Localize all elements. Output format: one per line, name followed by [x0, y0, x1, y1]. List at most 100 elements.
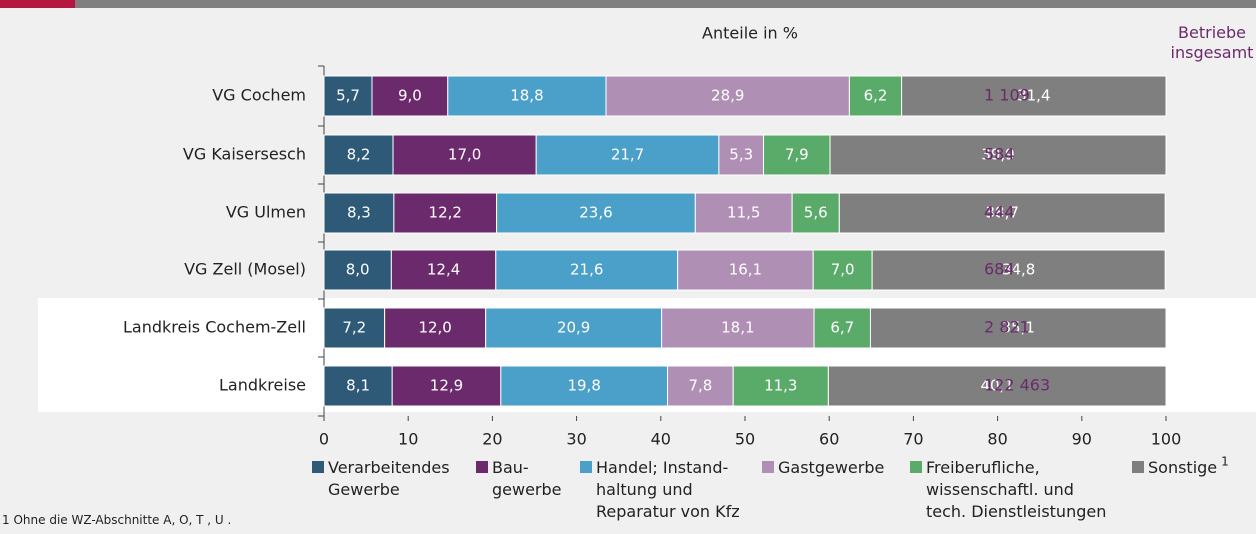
legend-swatch: [476, 461, 488, 473]
segment-label: 8,1: [346, 377, 370, 395]
segment-label: 28,9: [711, 87, 744, 105]
bar-segment: [390, 249, 497, 291]
bar-segment: [869, 307, 1167, 349]
x-tick-label: 70: [903, 430, 923, 449]
bar-segment: [323, 192, 395, 234]
segment-label: 20,9: [557, 319, 590, 337]
bar-segment: [901, 75, 1167, 117]
top-bar: [75, 0, 1256, 8]
bar-segment: [323, 75, 373, 117]
bar-segment: [677, 249, 814, 291]
bar-segment: [791, 192, 840, 234]
legend-label: Bau-gewerbe: [492, 458, 562, 499]
bar-segment: [392, 134, 537, 176]
bar-segment: [447, 75, 607, 117]
segment-label: 21,7: [611, 146, 644, 164]
segment-label: 6,7: [830, 319, 854, 337]
segment-label: 8,2: [347, 146, 371, 164]
x-tick-label: 60: [819, 430, 839, 449]
legend-swatch: [762, 461, 774, 473]
total-label: 122 463: [984, 376, 1050, 395]
segment-label: 5,3: [729, 146, 753, 164]
legend-label: Freiberufliche, wissenschaftl. und tech. D…: [926, 458, 1106, 521]
segment-label: 18,8: [510, 87, 543, 105]
x-tick-label: 40: [651, 430, 671, 449]
segment-label: 11,3: [764, 377, 797, 395]
segment-label: 9,0: [398, 87, 422, 105]
footnote: 1 Ohne die WZ-Abschnitte A, O, T , U .: [2, 513, 231, 527]
bar-segment: [694, 192, 793, 234]
bar-segment: [827, 365, 1167, 407]
total-label: 1 109: [984, 86, 1030, 105]
segment-label: 7,9: [785, 146, 809, 164]
segment-label: 31,4: [1017, 87, 1050, 105]
segment-label: 40,1: [980, 377, 1013, 395]
segment-label: 21,6: [570, 261, 603, 279]
totals-header: Betriebe insgesamt: [1171, 23, 1254, 62]
total-label: 444: [984, 203, 1015, 222]
bar-segment: [371, 75, 449, 117]
x-tick-label: 30: [566, 430, 586, 449]
legend-label: Gastgewerbe: [778, 458, 884, 477]
bar-segment: [661, 307, 815, 349]
bar-segment: [495, 249, 679, 291]
segment-label: 38,7: [986, 204, 1019, 222]
segment-label: 5,6: [804, 204, 828, 222]
x-tick-label: 100: [1151, 430, 1182, 449]
segment-label: 12,0: [418, 319, 451, 337]
legend-label: Verarbeitendes Gewerbe: [328, 458, 450, 499]
legend-footnote-marker: 1: [1221, 455, 1229, 469]
category-label: VG Cochem: [212, 86, 306, 105]
segment-label: 11,5: [727, 204, 760, 222]
bar-segment: [391, 365, 502, 407]
accent-bar: [0, 0, 75, 8]
total-label: 684: [984, 260, 1015, 279]
bar-segment: [838, 192, 1166, 234]
x-tick-label: 80: [987, 430, 1007, 449]
chart-title: Anteile in %: [702, 24, 798, 43]
bar-segment: [323, 365, 393, 407]
bar-segment: [871, 249, 1166, 291]
segment-label: 12,9: [430, 377, 463, 395]
x-tick-label: 0: [319, 430, 329, 449]
legend-swatch: [910, 461, 922, 473]
segment-label: 16,1: [729, 261, 762, 279]
segment-label: 39,9: [981, 146, 1014, 164]
bar-segment: [812, 249, 873, 291]
bar-segment: [496, 192, 696, 234]
footnote-text: Ohne die WZ-Abschnitte A, O, T , U .: [13, 513, 231, 527]
x-tick-label: 90: [1072, 430, 1092, 449]
segment-label: 19,8: [567, 377, 600, 395]
segment-label: 7,8: [688, 377, 712, 395]
total-label: 584: [984, 145, 1015, 164]
bar-segment: [763, 134, 831, 176]
segment-label: 8,0: [346, 261, 370, 279]
segment-label: 6,2: [864, 87, 888, 105]
x-tick-label: 20: [482, 430, 502, 449]
category-label: VG Ulmen: [226, 203, 306, 222]
segment-label: 8,3: [347, 204, 371, 222]
legend-label: Sonstige: [1148, 458, 1217, 477]
legend-swatch: [580, 461, 592, 473]
bar-segment: [829, 134, 1167, 176]
bar-segment: [667, 365, 734, 407]
segment-label: 18,1: [721, 319, 754, 337]
total-label: 2 821: [984, 318, 1030, 337]
legend-swatch: [312, 461, 324, 473]
segment-label: 23,6: [579, 204, 612, 222]
bar-segment: [323, 249, 392, 291]
category-label: Landkreis Cochem-Zell: [123, 318, 306, 337]
category-label: VG Zell (Mosel): [184, 260, 306, 279]
segment-label: 7,2: [342, 319, 366, 337]
segment-label: 12,4: [427, 261, 460, 279]
segment-label: 5,7: [336, 87, 360, 105]
bar-segment: [323, 307, 386, 349]
x-tick-label: 50: [735, 430, 755, 449]
segment-label: 35,1: [1002, 319, 1035, 337]
x-tick-label: 10: [398, 430, 418, 449]
bar-segment: [718, 134, 765, 176]
segment-label: 7,0: [831, 261, 855, 279]
bar-segment: [605, 75, 850, 117]
segment-label: 12,2: [429, 204, 462, 222]
